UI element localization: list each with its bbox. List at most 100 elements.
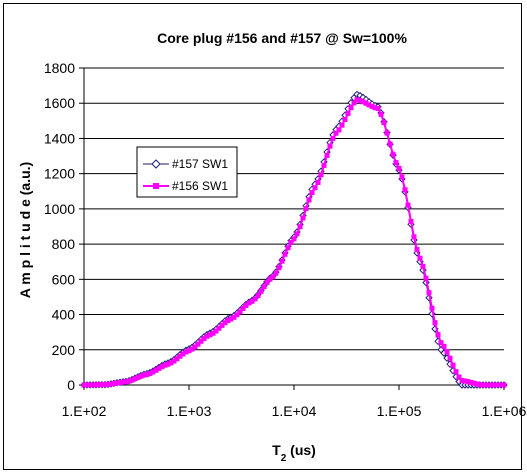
data-point — [387, 141, 393, 147]
data-point — [402, 187, 408, 193]
data-point — [366, 102, 372, 108]
data-point — [342, 117, 348, 122]
data-point — [108, 381, 114, 387]
data-point — [468, 379, 474, 385]
data-point — [273, 270, 279, 276]
data-point — [357, 98, 363, 103]
data-point — [456, 374, 462, 380]
data-point — [462, 378, 468, 384]
data-point — [147, 370, 153, 376]
x-tick-label: 1.E+06 — [482, 403, 527, 419]
data-point — [414, 247, 420, 253]
data-point — [150, 369, 156, 375]
data-point — [405, 202, 411, 208]
y-tick-labels: 0 200 400 600 800 1000 1200 1400 1600 1800 — [44, 60, 75, 393]
data-point — [306, 197, 312, 203]
data-point — [324, 153, 330, 158]
data-point — [369, 103, 375, 109]
data-point — [450, 362, 456, 368]
data-point — [474, 381, 480, 387]
data-point — [297, 224, 303, 230]
data-point — [291, 236, 297, 242]
data-point — [345, 110, 351, 116]
data-point — [192, 344, 198, 350]
data-point — [216, 325, 222, 331]
data-point — [480, 382, 486, 388]
data-point — [183, 349, 189, 355]
data-point — [441, 343, 447, 349]
data-point — [153, 367, 159, 373]
data-point — [255, 293, 261, 298]
data-point — [93, 382, 99, 388]
y-tick-label: 800 — [52, 236, 76, 252]
data-point — [426, 290, 432, 296]
data-point — [321, 162, 327, 168]
x-axis-label: T2 (us) — [272, 442, 316, 464]
data-point — [486, 382, 492, 388]
data-point — [429, 305, 435, 311]
data-point — [177, 353, 183, 359]
data-point — [180, 351, 186, 357]
data-point — [207, 332, 213, 338]
data-point — [99, 382, 105, 388]
data-point — [138, 373, 144, 379]
data-point — [495, 382, 501, 388]
x-tick-label: 1.E+04 — [272, 403, 317, 419]
y-tick-label: 1400 — [44, 130, 75, 146]
data-point — [420, 263, 426, 269]
data-point — [411, 234, 417, 240]
data-point — [285, 245, 291, 251]
data-point — [333, 130, 339, 136]
data-point — [96, 382, 102, 388]
data-point — [165, 361, 171, 367]
data-point — [375, 106, 381, 111]
data-point — [201, 336, 207, 342]
y-tick-label: 400 — [52, 307, 76, 323]
data-point — [432, 320, 438, 326]
data-point — [159, 364, 165, 370]
data-point — [282, 251, 288, 257]
y-tick-label: 1800 — [44, 60, 75, 76]
data-point — [312, 185, 318, 191]
data-point — [105, 381, 111, 387]
chart-frame — [3, 3, 522, 470]
y-tick-label: 1200 — [44, 166, 75, 182]
data-point — [318, 172, 324, 178]
data-point — [501, 382, 507, 388]
x-tick-label: 1.E+02 — [62, 403, 107, 419]
data-point — [228, 316, 234, 322]
legend: #157 SW1 #156 SW1 — [136, 146, 238, 198]
data-point — [483, 382, 489, 388]
data-point — [231, 314, 237, 320]
data-point — [339, 122, 345, 128]
data-point — [276, 265, 282, 271]
chart-title: Core plug #156 and #157 @ Sw=100% — [157, 30, 407, 46]
data-point — [213, 328, 219, 334]
data-point — [279, 258, 285, 264]
data-point — [288, 240, 294, 245]
data-point — [498, 382, 504, 388]
legend-label: #156 SW1 — [172, 179, 228, 193]
data-point — [354, 97, 360, 103]
data-point — [243, 303, 249, 308]
data-point — [408, 219, 414, 224]
x-tick-label: 1.E+05 — [377, 403, 422, 419]
legend-marker — [153, 183, 159, 189]
data-point — [360, 99, 366, 105]
data-point — [144, 371, 150, 377]
data-point — [189, 346, 195, 352]
data-point — [459, 378, 465, 384]
data-point — [240, 306, 246, 311]
data-point — [303, 206, 309, 212]
grid-lines — [84, 67, 504, 351]
data-point — [477, 382, 483, 388]
data-point — [264, 280, 270, 285]
data-point — [210, 330, 216, 336]
data-point — [300, 215, 306, 221]
data-point — [219, 322, 225, 328]
data-point — [195, 341, 201, 347]
data-point — [465, 379, 471, 385]
data-point — [270, 274, 276, 280]
data-point — [348, 105, 354, 111]
